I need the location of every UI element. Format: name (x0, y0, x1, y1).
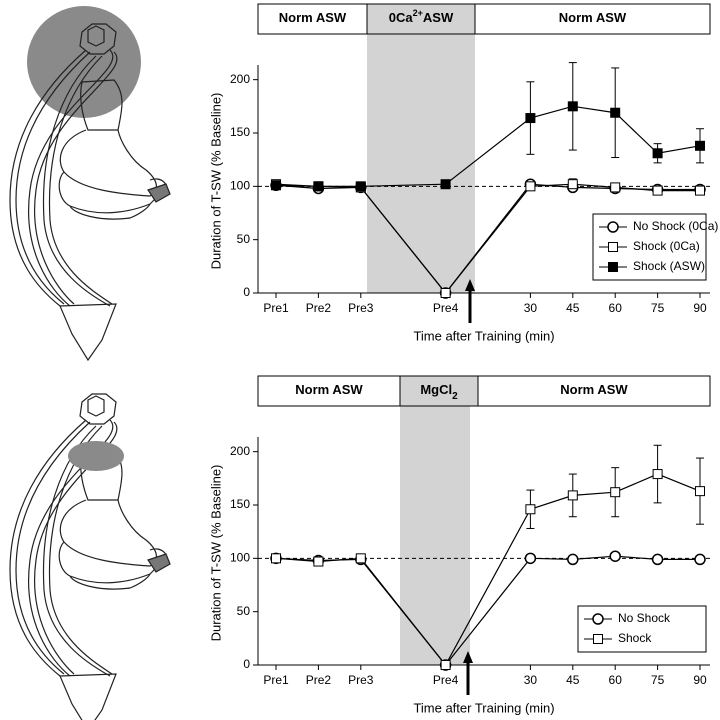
condition-bar (257, 3, 711, 35)
x-tick-label: 45 (566, 673, 580, 687)
marker (695, 185, 705, 196)
x-tick-label: 90 (693, 301, 707, 315)
y-tick-label: 200 (230, 444, 250, 458)
x-tick-label: 75 (651, 301, 665, 315)
marker (567, 179, 578, 190)
y-tick-label: 100 (230, 551, 250, 565)
marker (695, 140, 705, 151)
y-axis-label: Duration of T-SW (% Baseline) (208, 93, 223, 270)
legend-marker (607, 221, 619, 233)
x-tick-label: Pre4 (433, 673, 459, 687)
marker (440, 179, 451, 190)
training-arrow-head (465, 279, 475, 291)
x-tick-label: Pre4 (433, 301, 459, 315)
legend-label: No Shock (618, 611, 671, 625)
legend-marker (608, 262, 618, 272)
condition-text: Norm ASW (279, 10, 347, 25)
condition-label: Norm ASW (560, 382, 628, 397)
marker (567, 553, 579, 566)
x-tick-label: 90 (693, 673, 707, 687)
legend-label: No Shock (0Ca) (633, 219, 718, 233)
y-axis-label: Duration of T-SW (% Baseline) (208, 465, 223, 642)
marker (652, 469, 663, 480)
x-tick-label: Pre1 (263, 301, 289, 315)
x-tick-label: Pre3 (348, 301, 374, 315)
legend-marker (608, 242, 618, 252)
y-tick-label: 50 (237, 604, 251, 618)
condition-shade (367, 34, 475, 293)
condition-text: 0Ca (389, 10, 414, 25)
marker (271, 180, 281, 191)
marker (652, 185, 663, 196)
legend-marker (592, 613, 604, 625)
legend-label: Shock (618, 631, 652, 645)
marker (694, 553, 706, 566)
condition-sub: 2 (452, 391, 458, 402)
condition-bar-mid (366, 3, 476, 35)
marker (440, 288, 451, 298)
y-tick-label: 50 (237, 232, 251, 246)
marker (525, 113, 536, 124)
legend-label: Shock (ASW) (633, 259, 705, 273)
series-line (275, 105, 701, 187)
condition-label: Norm ASW (559, 10, 627, 25)
x-tick-label: 30 (524, 673, 538, 687)
marker (610, 487, 621, 498)
condition-label: 0Ca2+ASW (389, 8, 454, 25)
condition-sup: 2+ (413, 8, 423, 18)
legend-label: Shock (0Ca) (633, 239, 700, 253)
marker (271, 553, 281, 564)
x-axis-label: Time after Training (min) (413, 328, 554, 343)
marker (609, 550, 621, 562)
y-tick-label: 200 (230, 72, 250, 86)
marker (440, 660, 451, 670)
marker (355, 181, 366, 192)
x-axis-label: Time after Training (min) (413, 700, 554, 715)
marker (567, 101, 578, 112)
condition-label: Norm ASW (295, 382, 363, 397)
y-tick-label: 150 (230, 125, 250, 139)
condition-text: MgCl (420, 382, 452, 397)
marker (567, 490, 578, 501)
condition-suffix: ASW (423, 10, 454, 25)
marker (610, 107, 621, 118)
condition-text: Norm ASW (560, 382, 628, 397)
y-tick-label: 150 (230, 497, 250, 511)
x-tick-label: 30 (524, 301, 538, 315)
y-tick-label: 100 (230, 179, 250, 193)
marker (651, 553, 664, 566)
highlight-region (68, 441, 124, 471)
marker (313, 556, 324, 567)
condition-label: Norm ASW (279, 10, 347, 25)
marker (524, 552, 537, 565)
marker (313, 181, 324, 192)
legend-marker (593, 634, 603, 644)
y-tick-label: 0 (243, 657, 250, 671)
marker (525, 181, 536, 192)
x-tick-label: Pre3 (348, 673, 374, 687)
x-tick-label: Pre2 (306, 673, 332, 687)
x-tick-label: 60 (609, 673, 623, 687)
marker (652, 148, 663, 159)
x-tick-label: 45 (566, 301, 580, 315)
condition-bar (257, 375, 711, 407)
marker (610, 182, 621, 193)
condition-text: Norm ASW (559, 10, 627, 25)
x-tick-label: Pre1 (263, 673, 289, 687)
marker (525, 504, 536, 515)
marker (355, 553, 366, 564)
training-arrow-head (463, 651, 473, 663)
x-tick-label: 60 (609, 301, 623, 315)
condition-label: MgCl2 (420, 382, 458, 401)
marker (695, 486, 705, 497)
y-tick-label: 0 (243, 285, 250, 299)
x-tick-label: Pre2 (306, 301, 332, 315)
condition-shade (400, 406, 470, 665)
condition-text: Norm ASW (295, 382, 363, 397)
condition-bar-mid (399, 375, 479, 407)
x-tick-label: 75 (651, 673, 665, 687)
